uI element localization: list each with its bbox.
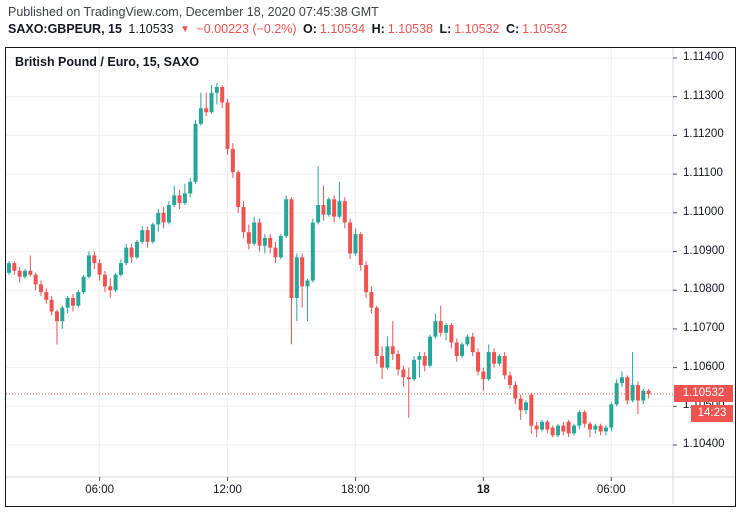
close-label: C: <box>505 22 520 36</box>
time-axis-label: 18:00 <box>341 484 370 496</box>
price-axis-label: 1.10600 <box>683 360 725 373</box>
symbol-legend: SAXO:GBPEUR, 15 1.10533 ▼ −0.00223 (−0.2… <box>8 22 570 36</box>
low-value: 1.10532 <box>454 22 500 36</box>
published-line: Published on TradingView.com, December 1… <box>8 5 379 19</box>
time-axis-label: 12:00 <box>213 484 242 496</box>
chart-frame: British Pound / Euro, 15, SAXO 1.11400 1.… <box>5 47 736 507</box>
last-price-badge: 1.10532 <box>674 385 733 402</box>
open-label: O: <box>303 22 317 36</box>
price-axis-label: 1.11000 <box>683 205 724 218</box>
price-axis-label: 1.10700 <box>683 321 725 334</box>
low-label: L: <box>439 22 452 36</box>
high-label: H: <box>371 22 385 36</box>
down-triangle-icon: ▼ <box>180 24 190 35</box>
time-axis-label: 18 <box>476 484 490 496</box>
close-value: 1.10532 <box>522 22 568 36</box>
time-axis-label: 06:00 <box>596 484 626 496</box>
price-axis-label: 1.11400 <box>683 51 724 63</box>
open-value: 1.10534 <box>319 22 366 36</box>
price-axis-label: 1.11300 <box>683 89 724 102</box>
chart-title: British Pound / Euro, 15, SAXO <box>15 55 200 69</box>
price-axis-label: 1.11200 <box>683 128 724 141</box>
price-axis-label: 1.10900 <box>683 244 725 257</box>
high-value: 1.10538 <box>387 22 433 36</box>
legend-change: −0.00223 (−0.2%) <box>196 22 297 36</box>
candlestick-chart[interactable] <box>6 48 735 504</box>
price-axis-label: 1.11100 <box>683 167 723 180</box>
price-axis-label: 1.10400 <box>683 438 725 450</box>
bar-countdown-badge: 14:23 <box>691 405 733 422</box>
time-axis-label: 06:00 <box>85 484 114 496</box>
symbol-name: SAXO:GBPEUR, 15 <box>8 22 122 36</box>
legend-last-price: 1.10533 <box>128 22 174 36</box>
price-axis-label: 1.10800 <box>683 283 725 296</box>
